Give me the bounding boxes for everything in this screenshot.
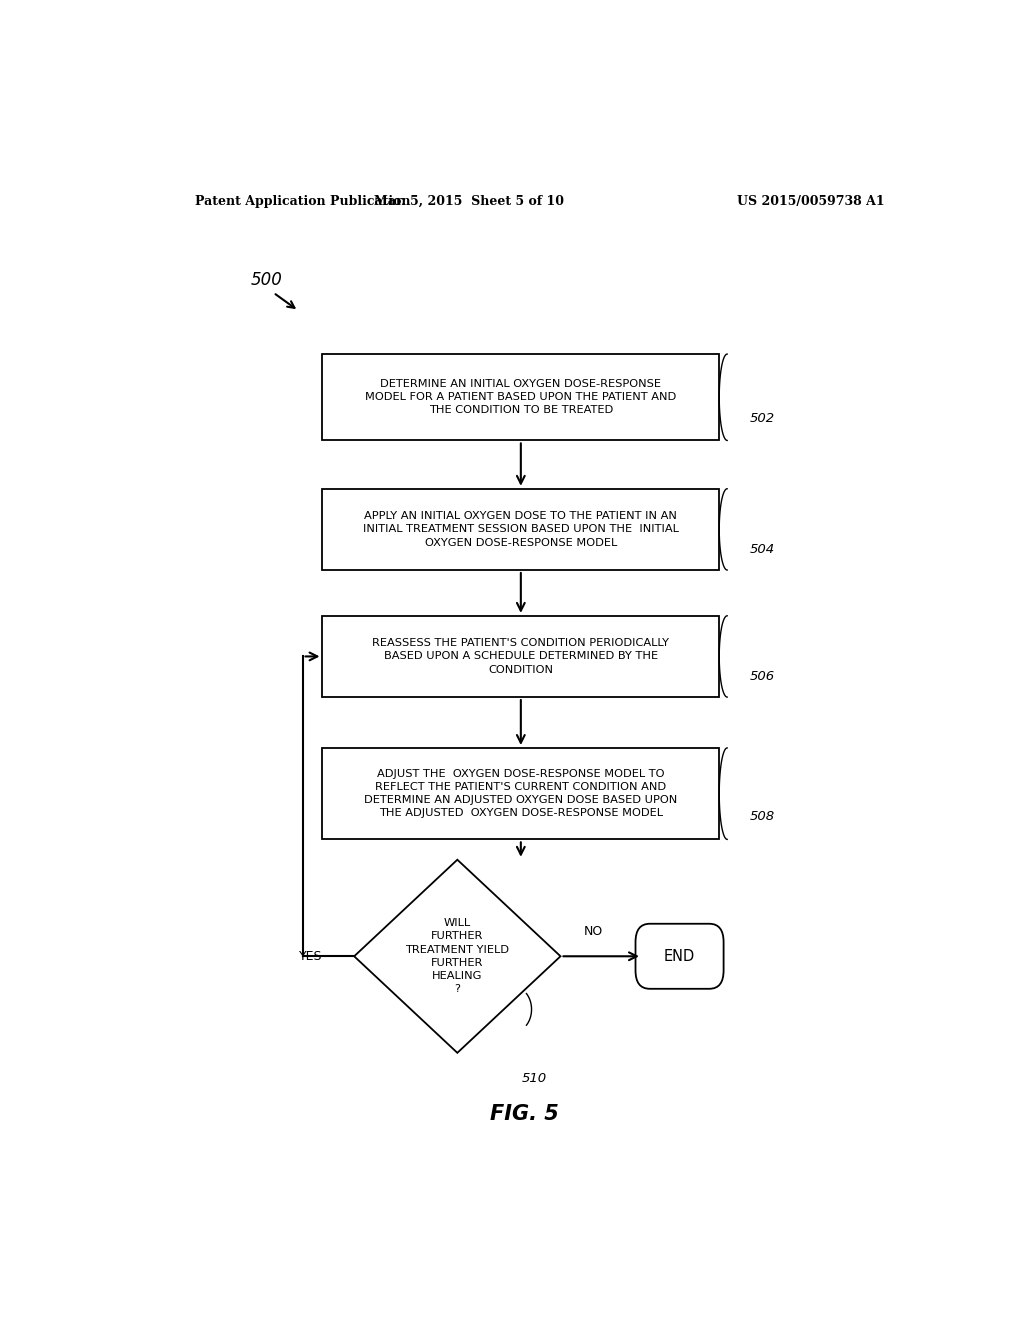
FancyBboxPatch shape bbox=[323, 354, 719, 441]
Text: NO: NO bbox=[584, 925, 603, 939]
Text: WILL
FURTHER
TREATMENT YIELD
FURTHER
HEALING
?: WILL FURTHER TREATMENT YIELD FURTHER HEA… bbox=[406, 919, 509, 994]
Text: 508: 508 bbox=[750, 810, 774, 822]
Text: 506: 506 bbox=[750, 671, 774, 684]
Text: APPLY AN INITIAL OXYGEN DOSE TO THE PATIENT IN AN
INITIAL TREATMENT SESSION BASE: APPLY AN INITIAL OXYGEN DOSE TO THE PATI… bbox=[362, 511, 679, 548]
Text: 510: 510 bbox=[522, 1072, 547, 1085]
Text: 504: 504 bbox=[750, 544, 774, 556]
FancyBboxPatch shape bbox=[323, 488, 719, 570]
FancyBboxPatch shape bbox=[323, 615, 719, 697]
Text: DETERMINE AN INITIAL OXYGEN DOSE-RESPONSE
MODEL FOR A PATIENT BASED UPON THE PAT: DETERMINE AN INITIAL OXYGEN DOSE-RESPONS… bbox=[366, 379, 677, 416]
Text: YES: YES bbox=[299, 950, 323, 962]
Text: US 2015/0059738 A1: US 2015/0059738 A1 bbox=[736, 194, 885, 207]
FancyBboxPatch shape bbox=[636, 924, 724, 989]
Polygon shape bbox=[354, 859, 560, 1053]
Text: 502: 502 bbox=[750, 412, 774, 425]
Text: FIG. 5: FIG. 5 bbox=[490, 1104, 559, 1123]
FancyBboxPatch shape bbox=[323, 748, 719, 840]
Text: 500: 500 bbox=[251, 272, 283, 289]
Text: END: END bbox=[664, 949, 695, 964]
Text: ADJUST THE  OXYGEN DOSE-RESPONSE MODEL TO
REFLECT THE PATIENT'S CURRENT CONDITIO: ADJUST THE OXYGEN DOSE-RESPONSE MODEL TO… bbox=[365, 768, 678, 818]
Text: Mar. 5, 2015  Sheet 5 of 10: Mar. 5, 2015 Sheet 5 of 10 bbox=[374, 194, 564, 207]
Text: REASSESS THE PATIENT'S CONDITION PERIODICALLY
BASED UPON A SCHEDULE DETERMINED B: REASSESS THE PATIENT'S CONDITION PERIODI… bbox=[373, 639, 670, 675]
Text: Patent Application Publication: Patent Application Publication bbox=[196, 194, 411, 207]
